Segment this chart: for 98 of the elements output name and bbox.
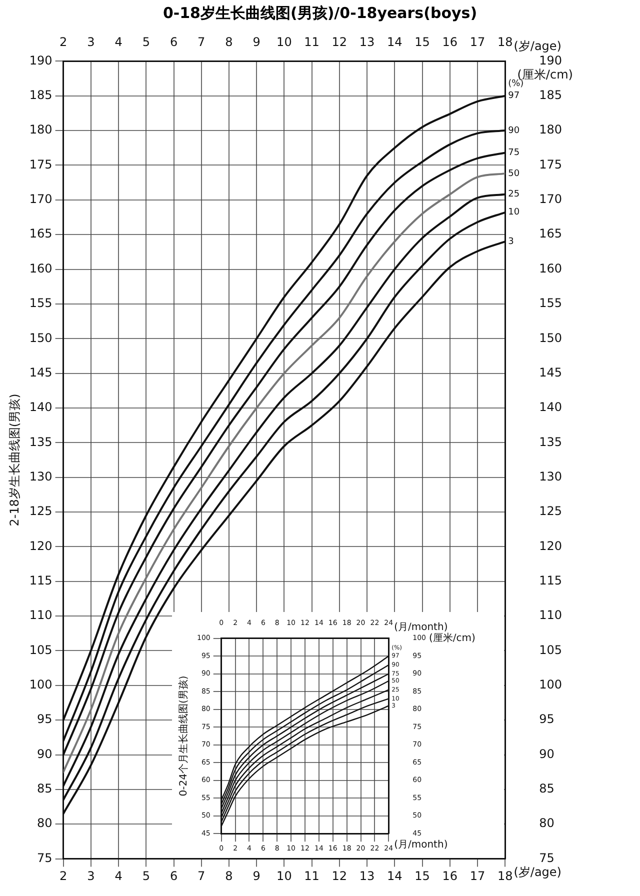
y-tick-label: 75 bbox=[37, 850, 52, 865]
y-tick-label: 185 bbox=[29, 88, 52, 102]
y-tick-label: 175 bbox=[29, 157, 52, 172]
y-tick-label: 120 bbox=[29, 538, 52, 553]
y-tick-label: 170 bbox=[29, 192, 52, 206]
x-tick-label: 11 bbox=[304, 869, 320, 884]
y-tick-label: 125 bbox=[29, 504, 52, 518]
x2-tick-label: 15 bbox=[414, 35, 430, 50]
x-tick-label: 5 bbox=[142, 869, 150, 884]
y2-tick-label: 75 bbox=[539, 850, 554, 865]
series-label: 25 bbox=[508, 190, 520, 200]
x2-tick-label: 18 bbox=[497, 35, 513, 50]
x2-tick-label: 13 bbox=[359, 35, 375, 50]
x2-tick-label: 3 bbox=[87, 35, 95, 50]
x-tick-label: 9 bbox=[252, 869, 260, 884]
y-tick-label: 150 bbox=[29, 330, 52, 345]
y2-tick-label: 135 bbox=[539, 434, 562, 449]
y-tick-label: 90 bbox=[37, 746, 52, 761]
y-tick-label: 160 bbox=[29, 261, 52, 276]
y-tick-label: 135 bbox=[29, 434, 52, 449]
x2-tick-label: 2 bbox=[59, 35, 68, 50]
y2-tick-label: 105 bbox=[539, 642, 562, 657]
x-tick-label: 10 bbox=[276, 869, 292, 884]
x-tick-label: 15 bbox=[414, 869, 430, 884]
x-tick-label: 13 bbox=[359, 869, 375, 884]
y-tick-label: 115 bbox=[29, 574, 52, 588]
y2-tick-label: 95 bbox=[539, 712, 554, 726]
x2-tick-label: 17 bbox=[470, 35, 486, 50]
chart-title: 0-18岁生长曲线图(男孩)/0-18years(boys) bbox=[162, 4, 478, 23]
x2-axis-title: (岁/age) bbox=[514, 39, 562, 54]
y-tick-label: 140 bbox=[29, 400, 52, 414]
y2-tick-label: 140 bbox=[539, 400, 562, 414]
y2-tick-label: 170 bbox=[539, 192, 562, 206]
y2-tick-label: 185 bbox=[539, 88, 562, 102]
x2-tick-label: 5 bbox=[142, 35, 150, 50]
x-tick-label: 2 bbox=[59, 869, 68, 884]
y2-tick-label: 120 bbox=[539, 538, 562, 553]
y-tick-label: 100 bbox=[29, 678, 52, 692]
y2-tick-label: 80 bbox=[539, 816, 554, 830]
x-tick-label: 4 bbox=[114, 869, 122, 884]
y2-tick-label: 160 bbox=[539, 261, 562, 276]
x-tick-label: 3 bbox=[87, 869, 95, 884]
y2-axis-title: (厘米/cm) bbox=[429, 632, 476, 644]
y2-tick-label: 190 bbox=[539, 53, 562, 68]
x-tick-label: 14 bbox=[387, 869, 402, 884]
y-tick-label: 95 bbox=[37, 712, 52, 726]
x2-tick-label: 4 bbox=[114, 35, 122, 50]
y-tick-label: 85 bbox=[37, 782, 52, 796]
series-label: 3 bbox=[508, 236, 514, 247]
series-label: 10 bbox=[508, 208, 520, 218]
y2-tick-label: 100 bbox=[539, 678, 562, 692]
x-tick-label: 17 bbox=[470, 869, 486, 884]
x-axis-title: (月/month) bbox=[394, 839, 448, 850]
x-tick-label: 8 bbox=[225, 869, 233, 884]
x-axis-title: (岁/age) bbox=[514, 865, 562, 880]
series-label: 97 bbox=[508, 91, 520, 102]
y-tick-label: 155 bbox=[29, 296, 52, 310]
series-label: 75 bbox=[508, 148, 520, 158]
y2-tick-label: 85 bbox=[539, 782, 554, 796]
y-tick-label: 165 bbox=[29, 226, 52, 241]
x2-tick-label: 9 bbox=[252, 35, 260, 50]
y2-tick-label: 125 bbox=[539, 504, 562, 518]
x-tick-label: 7 bbox=[198, 869, 206, 884]
y2-tick-label: 180 bbox=[539, 122, 562, 137]
y2-tick-label: 150 bbox=[539, 330, 562, 345]
x2-tick-label: 14 bbox=[387, 35, 402, 50]
y2-tick-label: 130 bbox=[539, 469, 562, 484]
series-label: 90 bbox=[508, 126, 520, 136]
y-axis-title: 0-24个月生长曲线图(男孩) bbox=[178, 676, 190, 796]
x2-axis-title: (月/month) bbox=[394, 622, 448, 633]
x2-tick-label: 16 bbox=[442, 35, 458, 50]
y2-tick-label: 165 bbox=[539, 226, 562, 241]
series-label: 50 bbox=[508, 168, 520, 179]
x2-tick-label: 8 bbox=[225, 35, 233, 50]
y-tick-label: 130 bbox=[29, 469, 52, 484]
y2-tick-label: 110 bbox=[539, 608, 562, 622]
y-tick-label: 105 bbox=[29, 642, 52, 657]
y2-tick-label: 175 bbox=[539, 157, 562, 172]
y-tick-label: 180 bbox=[29, 122, 52, 137]
y-tick-label: 80 bbox=[37, 816, 52, 830]
y-tick-label: 110 bbox=[29, 608, 52, 622]
x2-tick-label: 11 bbox=[304, 35, 320, 50]
y-axis-title: 2-18岁生长曲线图(男孩) bbox=[7, 394, 22, 526]
x2-tick-label: 12 bbox=[332, 35, 348, 50]
x2-tick-label: 10 bbox=[276, 35, 292, 50]
text: (%) bbox=[508, 79, 524, 90]
x-tick-label: 6 bbox=[170, 869, 178, 884]
y2-tick-label: 155 bbox=[539, 296, 562, 310]
y2-tick-label: 90 bbox=[539, 746, 554, 761]
y-tick-label: 190 bbox=[29, 53, 52, 68]
x2-tick-label: 7 bbox=[198, 35, 206, 50]
x-tick-label: 12 bbox=[332, 869, 348, 884]
x-tick-label: 18 bbox=[497, 869, 513, 884]
x-tick-label: 16 bbox=[442, 869, 458, 884]
y2-tick-label: 145 bbox=[539, 365, 562, 380]
x2-tick-label: 6 bbox=[170, 35, 178, 50]
y2-tick-label: 115 bbox=[539, 574, 562, 588]
y-tick-label: 145 bbox=[29, 365, 52, 380]
